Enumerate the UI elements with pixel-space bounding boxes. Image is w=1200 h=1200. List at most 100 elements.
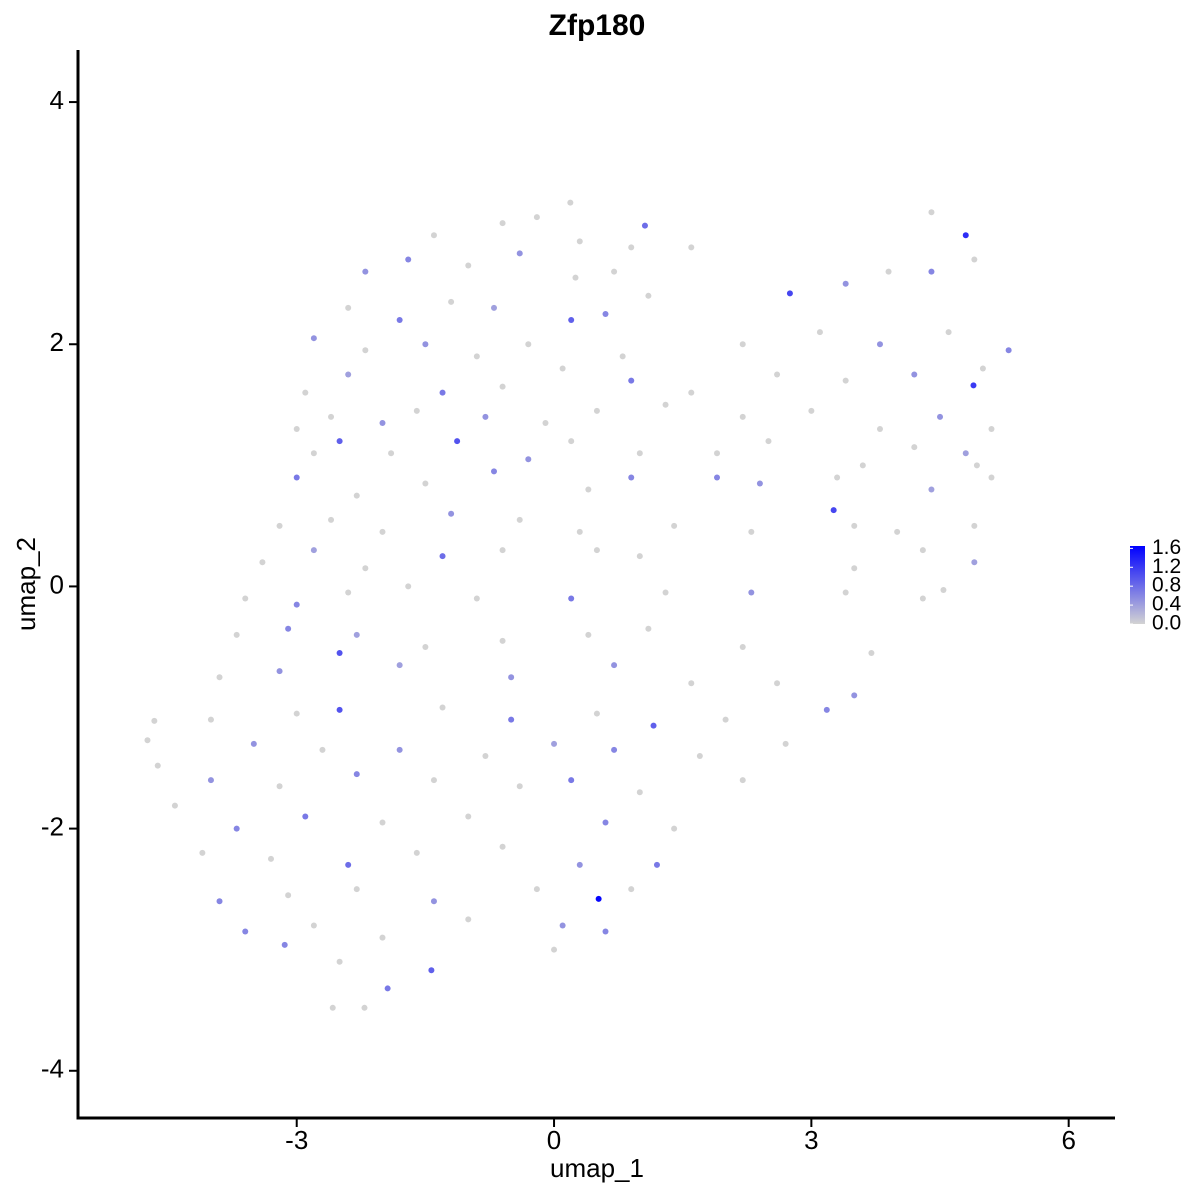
point bbox=[319, 746, 326, 753]
point bbox=[336, 438, 343, 445]
point bbox=[542, 419, 549, 426]
point bbox=[259, 559, 266, 566]
point bbox=[937, 413, 944, 420]
point bbox=[765, 438, 772, 445]
point bbox=[267, 855, 274, 862]
point bbox=[739, 341, 746, 348]
point bbox=[971, 522, 978, 529]
point bbox=[482, 752, 489, 759]
point bbox=[151, 717, 158, 724]
point bbox=[388, 450, 395, 457]
point bbox=[748, 589, 755, 596]
point bbox=[671, 825, 678, 832]
point bbox=[945, 329, 952, 336]
point bbox=[499, 843, 506, 850]
point bbox=[207, 716, 214, 723]
point bbox=[439, 553, 446, 560]
point bbox=[439, 389, 446, 396]
point bbox=[988, 426, 995, 433]
point bbox=[568, 777, 575, 784]
point bbox=[285, 625, 292, 632]
point bbox=[576, 238, 583, 245]
point bbox=[911, 444, 918, 451]
point bbox=[602, 928, 609, 935]
point bbox=[928, 268, 935, 275]
point bbox=[696, 752, 703, 759]
point bbox=[650, 722, 657, 729]
point bbox=[830, 507, 837, 514]
point bbox=[662, 401, 669, 408]
point bbox=[611, 746, 618, 753]
point bbox=[345, 589, 352, 596]
y-tick-label: -4 bbox=[41, 1054, 64, 1084]
point bbox=[894, 528, 901, 535]
point bbox=[430, 898, 437, 905]
point bbox=[491, 468, 498, 475]
point bbox=[786, 290, 793, 297]
point bbox=[454, 438, 461, 445]
point bbox=[328, 413, 335, 420]
point bbox=[816, 329, 823, 336]
point bbox=[508, 716, 515, 723]
point bbox=[362, 347, 369, 354]
colorbar-tick-label: 0.0 bbox=[1152, 612, 1181, 635]
point bbox=[310, 450, 317, 457]
point bbox=[688, 389, 695, 396]
point bbox=[671, 522, 678, 529]
point bbox=[611, 662, 618, 669]
point bbox=[361, 1004, 368, 1011]
point bbox=[851, 692, 858, 699]
point bbox=[242, 928, 249, 935]
point bbox=[379, 934, 386, 941]
point bbox=[310, 335, 317, 342]
point bbox=[559, 365, 566, 372]
point bbox=[928, 486, 935, 493]
colorbar-tick-label: 1.2 bbox=[1152, 555, 1181, 578]
point bbox=[748, 528, 755, 535]
point bbox=[413, 849, 420, 856]
point bbox=[533, 214, 540, 221]
point bbox=[585, 486, 592, 493]
point bbox=[465, 813, 472, 820]
point bbox=[499, 547, 506, 554]
point bbox=[1005, 347, 1012, 354]
point bbox=[336, 958, 343, 965]
point bbox=[645, 625, 652, 632]
point bbox=[971, 256, 978, 263]
point bbox=[595, 895, 602, 902]
point bbox=[310, 922, 317, 929]
point bbox=[465, 916, 472, 923]
point bbox=[310, 547, 317, 554]
x-axis-label: umap_1 bbox=[550, 1153, 644, 1183]
point bbox=[293, 474, 300, 481]
y-tick-label: 2 bbox=[50, 327, 64, 357]
point bbox=[988, 474, 995, 481]
point bbox=[971, 559, 978, 566]
point bbox=[653, 861, 660, 868]
point bbox=[568, 595, 575, 602]
point bbox=[602, 819, 609, 826]
point bbox=[473, 595, 480, 602]
point bbox=[276, 522, 283, 529]
point bbox=[774, 680, 781, 687]
point bbox=[499, 220, 506, 227]
point bbox=[619, 353, 626, 360]
point bbox=[928, 209, 935, 216]
point bbox=[714, 450, 721, 457]
point bbox=[171, 802, 178, 809]
point bbox=[499, 383, 506, 390]
point bbox=[576, 528, 583, 535]
point bbox=[868, 650, 875, 657]
point bbox=[250, 740, 257, 747]
point bbox=[430, 777, 437, 784]
colorbar bbox=[1130, 546, 1145, 624]
point bbox=[276, 783, 283, 790]
point bbox=[911, 371, 918, 378]
point bbox=[281, 941, 288, 948]
point bbox=[345, 861, 352, 868]
point bbox=[439, 704, 446, 711]
point bbox=[714, 474, 721, 481]
point bbox=[876, 426, 883, 433]
point bbox=[756, 480, 763, 487]
